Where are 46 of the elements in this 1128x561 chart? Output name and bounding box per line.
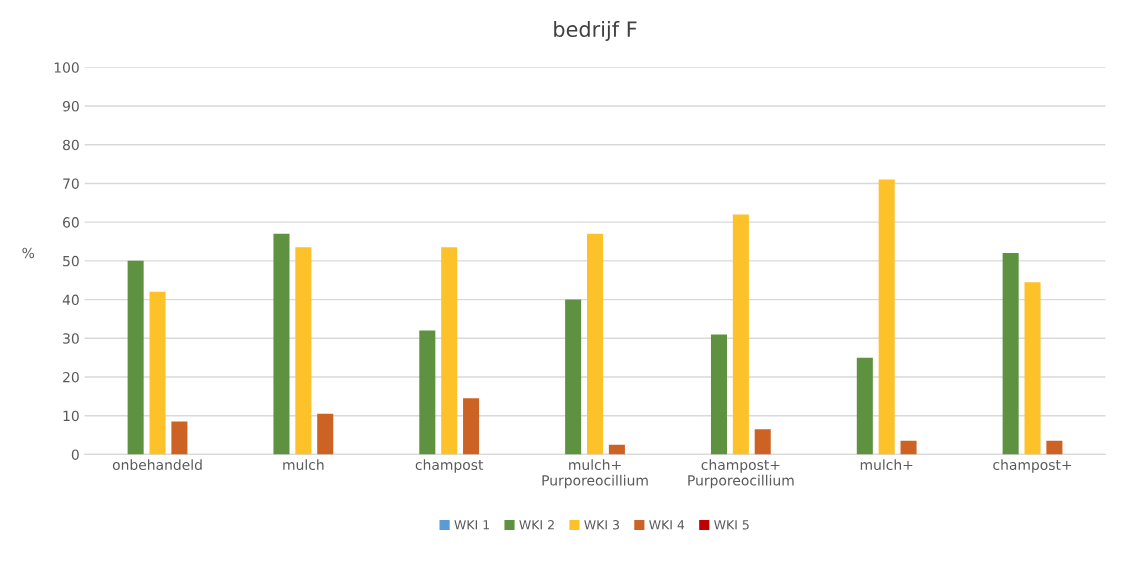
bar [273, 233, 290, 455]
bar [419, 330, 436, 455]
y-tick-label: 90 [62, 101, 79, 112]
y-tick-label: 0 [71, 449, 79, 460]
bar [856, 357, 873, 455]
x-tick-label: champost+ [993, 459, 1072, 473]
x-tick-label: champost [415, 459, 484, 473]
y-axis-title: % [22, 247, 35, 259]
x-tick-label: mulch+ [860, 459, 913, 471]
bar [149, 291, 166, 455]
y-tick-label: 50 [63, 255, 79, 267]
x-tick-label: mulch+ Purporeocillium [542, 459, 648, 489]
bar [754, 429, 771, 455]
y-tick-label: 20 [63, 371, 79, 383]
legend-label: WKI 3 [584, 520, 619, 530]
legend-label: WKI 2 [519, 520, 554, 530]
bar [900, 440, 917, 455]
bar [171, 421, 188, 455]
x-tick-label: mulch [283, 459, 324, 471]
y-tick-label: 60 [63, 217, 79, 228]
y-tick-label: 30 [63, 333, 79, 344]
bar [1024, 282, 1041, 455]
x-tick-label: champost+ Purporeocillium [688, 459, 794, 489]
bar [295, 247, 312, 455]
y-tick-label: 10 [63, 410, 79, 422]
bar [587, 233, 604, 455]
bar [565, 299, 582, 455]
bar [1046, 440, 1063, 455]
bar [732, 214, 749, 455]
bar [317, 413, 334, 455]
bar [1002, 253, 1019, 455]
legend-label: WKI 1 [454, 520, 489, 530]
y-tick-label: 80 [63, 139, 79, 151]
y-tick-label: 100 [54, 62, 79, 73]
y-tick-label: 70 [63, 178, 79, 189]
x-tick-label: onbehandeld [112, 459, 202, 471]
bar [710, 334, 727, 455]
legend-label: WKI 5 [714, 520, 749, 530]
bar [878, 179, 895, 455]
y-tick-label: 40 [62, 294, 79, 306]
legend-label: WKI 4 [649, 520, 685, 530]
bar [441, 247, 458, 455]
bar [127, 260, 144, 455]
bar [463, 398, 480, 455]
bar [608, 444, 625, 455]
chart-title: bedrijf F [554, 20, 637, 42]
